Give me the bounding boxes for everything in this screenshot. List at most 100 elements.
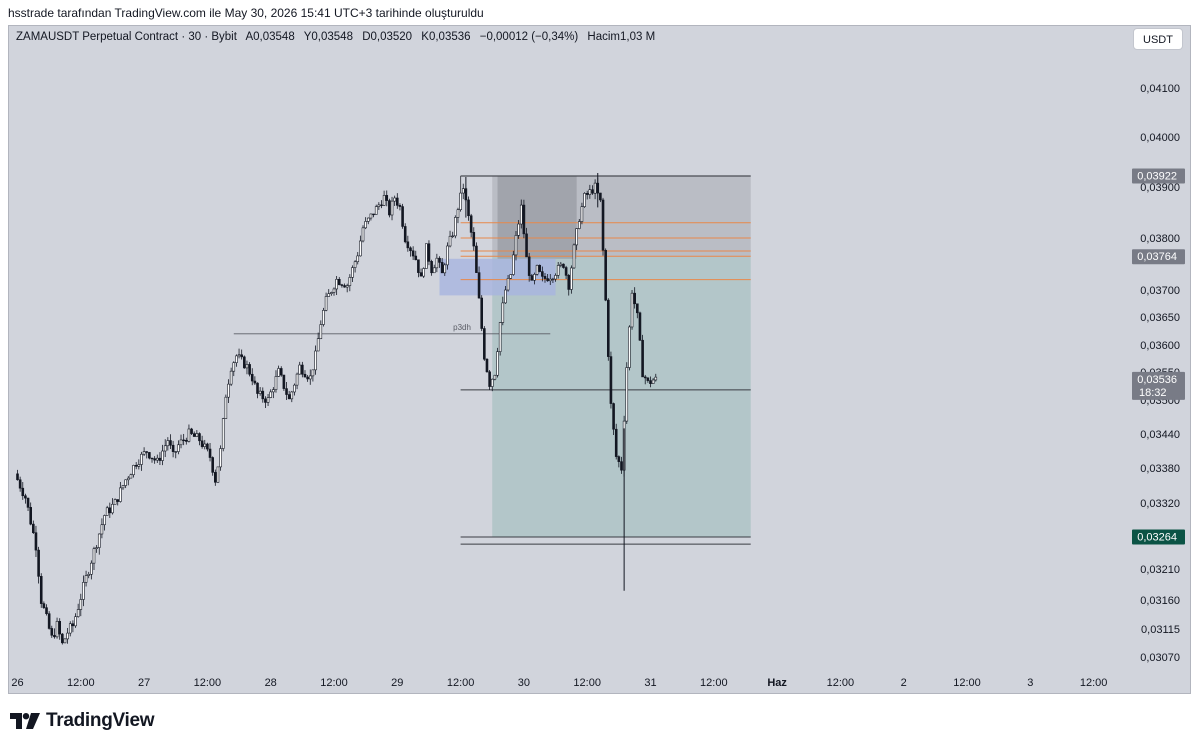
tradingview-logo[interactable]: TradingView — [10, 708, 155, 734]
candle-body-83 — [235, 355, 238, 364]
candle-body-172 — [469, 215, 473, 233]
time-tick-9: 12:00 — [573, 677, 601, 689]
candle-body-46 — [137, 464, 141, 467]
candle-body-42 — [126, 477, 130, 481]
candle-body-234 — [633, 292, 636, 305]
candle-body-237 — [641, 339, 644, 378]
candle-body-15 — [55, 621, 59, 638]
candle-body-10 — [42, 603, 46, 608]
candle-body-85 — [240, 354, 243, 358]
candle-body-211 — [572, 244, 576, 269]
candle-body-164 — [448, 235, 452, 247]
candle-body-90 — [253, 380, 257, 384]
candle-body-53 — [155, 457, 159, 461]
legend-symbol: ZAMAUSDT Perpetual Contract · 30 · Bybit — [16, 31, 237, 43]
candle-body-176 — [480, 297, 484, 329]
candle-body-197 — [535, 264, 539, 275]
candle-body-175 — [477, 272, 481, 299]
candle-body-225 — [609, 356, 613, 404]
candle-body-213 — [577, 221, 581, 229]
price-tick-13: 0,03160 — [1140, 595, 1180, 607]
candle-body-147 — [403, 226, 407, 243]
candle-body-173 — [472, 232, 476, 247]
candle-body-231 — [625, 367, 629, 422]
candle-body-0 — [16, 473, 19, 481]
price-badge-label-3: 0,03264 — [1137, 532, 1177, 544]
candle-body-96 — [269, 391, 273, 398]
candle-body-43 — [129, 474, 133, 479]
candle-body-229 — [620, 461, 623, 471]
candle-body-242 — [654, 376, 658, 381]
candle-body-142 — [390, 200, 394, 216]
candle-body-128 — [353, 261, 357, 268]
candle-body-80 — [227, 383, 230, 398]
price-tick-14: 0,03115 — [1141, 624, 1180, 636]
candle-body-65 — [187, 428, 191, 442]
price-badge-countdown: 18:32 — [1139, 387, 1167, 399]
candle-body-26 — [84, 575, 88, 583]
candle-body-66 — [190, 428, 193, 434]
candle-body-101 — [282, 374, 286, 389]
candle-body-6 — [32, 523, 35, 533]
candle-body-127 — [351, 267, 354, 278]
price-badge-label-1: 0,03764 — [1137, 251, 1177, 263]
price-tick-6: 0,03600 — [1140, 340, 1180, 352]
candle-body-185 — [504, 289, 507, 304]
candle-body-195 — [530, 275, 534, 281]
candle-body-16 — [58, 621, 62, 635]
candle-body-161 — [440, 262, 444, 274]
price-badge-label-0: 0,03922 — [1137, 171, 1177, 183]
candle-body-97 — [272, 389, 275, 393]
candle-body-240 — [649, 380, 652, 384]
candle-body-233 — [630, 292, 634, 328]
candle-body-77 — [219, 448, 222, 468]
candle-body-104 — [290, 391, 294, 400]
candle-body-61 — [177, 444, 180, 452]
demand-zone-box — [439, 258, 556, 296]
candle-body-20 — [68, 623, 72, 634]
candle-body-141 — [388, 200, 391, 216]
candle-body-59 — [171, 444, 175, 452]
candle-body-87 — [245, 364, 249, 369]
candle-body-76 — [216, 466, 220, 483]
drawings-layer: p3dh — [233, 175, 751, 545]
candle-body-112 — [311, 369, 315, 377]
candle-body-75 — [214, 472, 217, 483]
candle-body-174 — [475, 245, 478, 273]
candle-body-239 — [646, 377, 650, 381]
candle-body-74 — [211, 457, 214, 473]
time-tick-7: 12:00 — [447, 677, 475, 689]
legend-high: Y0,03548 — [304, 31, 353, 43]
candle-body-55 — [161, 450, 164, 461]
time-tick-14: 2 — [901, 677, 907, 689]
candle-body-155 — [425, 243, 428, 269]
price-tick-10: 0,03380 — [1140, 463, 1180, 475]
candle-body-120 — [332, 288, 336, 293]
candle-body-206 — [559, 263, 563, 266]
candle-body-168 — [459, 192, 462, 210]
candle-body-62 — [179, 439, 183, 446]
candle-body-78 — [221, 418, 225, 449]
candle-body-188 — [512, 254, 515, 275]
candle-body-32 — [100, 524, 104, 535]
candle-body-113 — [314, 350, 317, 371]
candle-body-135 — [372, 213, 375, 216]
candle-body-226 — [612, 403, 615, 430]
chart-canvas[interactable]: p3dh 0,04100 0,04000 0,03900 0,03800 0,03700… — [8, 25, 1191, 694]
candle-body-19 — [66, 632, 69, 640]
candle-body-151 — [414, 255, 418, 261]
candle-body-64 — [185, 439, 188, 442]
candle-body-105 — [293, 384, 296, 393]
candle-body-163 — [446, 245, 449, 266]
candle-body-28 — [90, 562, 93, 575]
candle-body-152 — [417, 259, 420, 273]
legend-high-label: Y — [303, 31, 312, 43]
currency-button[interactable]: USDT — [1133, 28, 1183, 50]
candle-body-145 — [398, 205, 402, 207]
candle-body-190 — [517, 223, 520, 236]
legend-volume: Hacim1,03 M — [587, 31, 655, 43]
candle-body-126 — [348, 277, 352, 286]
candle-body-210 — [570, 267, 573, 290]
candle-body-162 — [443, 264, 447, 274]
candle-body-139 — [382, 195, 386, 206]
